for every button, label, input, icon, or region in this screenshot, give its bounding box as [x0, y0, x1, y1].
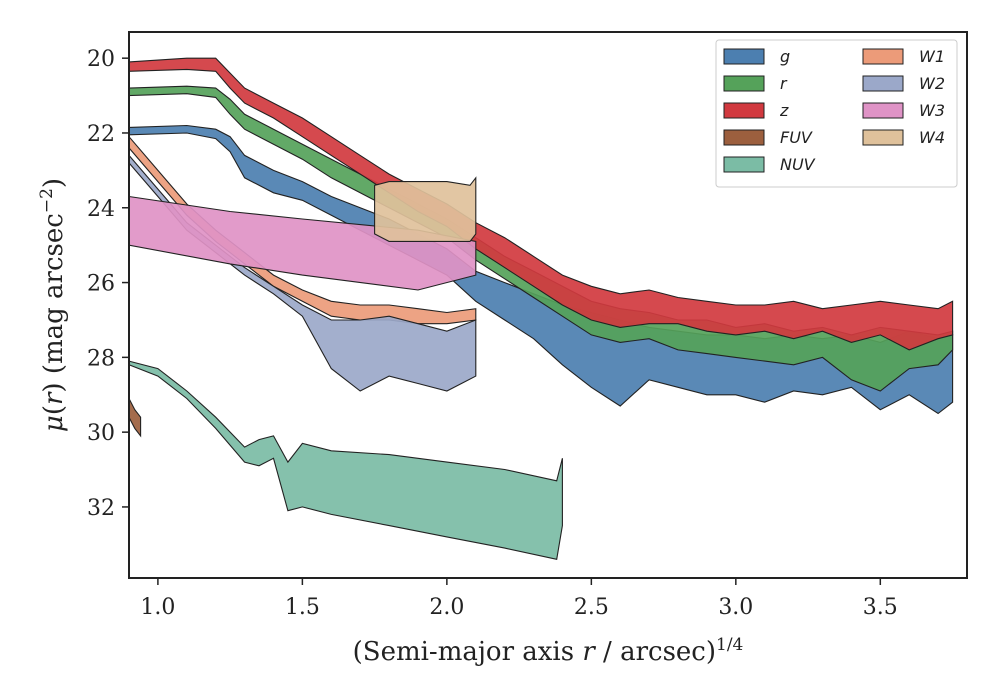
band-fuv [128, 398, 142, 438]
y-tick-label: 22 [87, 122, 115, 147]
legend-swatch-w3 [862, 102, 904, 119]
legend-swatch-g [723, 48, 765, 65]
x-tick-label: 3.0 [718, 595, 753, 620]
legend-swatch-r [723, 75, 765, 92]
legend-swatch-w1 [862, 48, 904, 65]
y-axis-title: μ(r) (mag arcsec−2) [37, 178, 69, 432]
legend-label-nuv: NUV [780, 155, 816, 174]
x-axis-title: (Semi-major axis r / arcsec)1/4 [353, 635, 744, 667]
band-w4 [374, 176, 477, 242]
y-axis-ticks: 20 22 24 26 28 30 32 [87, 47, 129, 521]
band-w3 [128, 195, 477, 291]
legend-label-z: z [779, 101, 789, 120]
plot-frame [128, 31, 968, 579]
legend-swatch-z [723, 102, 765, 119]
legend-swatch-fuv [723, 129, 765, 146]
y-tick-label: 28 [87, 346, 115, 371]
legend-swatch-nuv [723, 156, 765, 173]
legend: grz FUV NUV W1 W2 W3 W4 [715, 39, 958, 188]
y-tick-label: 24 [87, 197, 115, 222]
legend-label-w4: W4 [919, 128, 945, 147]
legend-label-fuv: FUV [780, 128, 813, 147]
y-tick-label: 26 [87, 272, 115, 297]
legend-label-w3: W3 [919, 101, 945, 120]
y-tick-label: 30 [87, 421, 115, 446]
y-tick-label: 20 [87, 47, 115, 72]
x-tick-label: 1.0 [140, 595, 175, 620]
legend-label-w1: W1 [919, 47, 945, 66]
legend-label-w2: W2 [919, 74, 945, 93]
x-tick-label: 2.5 [574, 595, 609, 620]
x-tick-label: 1.5 [285, 595, 320, 620]
x-axis-ticks: 1.0 1.5 2.0 2.5 3.0 3.5 [140, 578, 898, 620]
legend-swatch-w4 [862, 129, 904, 146]
profile-bands [128, 57, 954, 560]
x-tick-label: 3.5 [863, 595, 898, 620]
x-tick-label: 2.0 [429, 595, 464, 620]
y-tick-label: 32 [87, 496, 115, 521]
legend-swatch-w2 [862, 75, 904, 92]
legend-label-g: g [780, 47, 790, 66]
legend-label-r: r [780, 74, 788, 93]
band-nuv [128, 360, 563, 560]
